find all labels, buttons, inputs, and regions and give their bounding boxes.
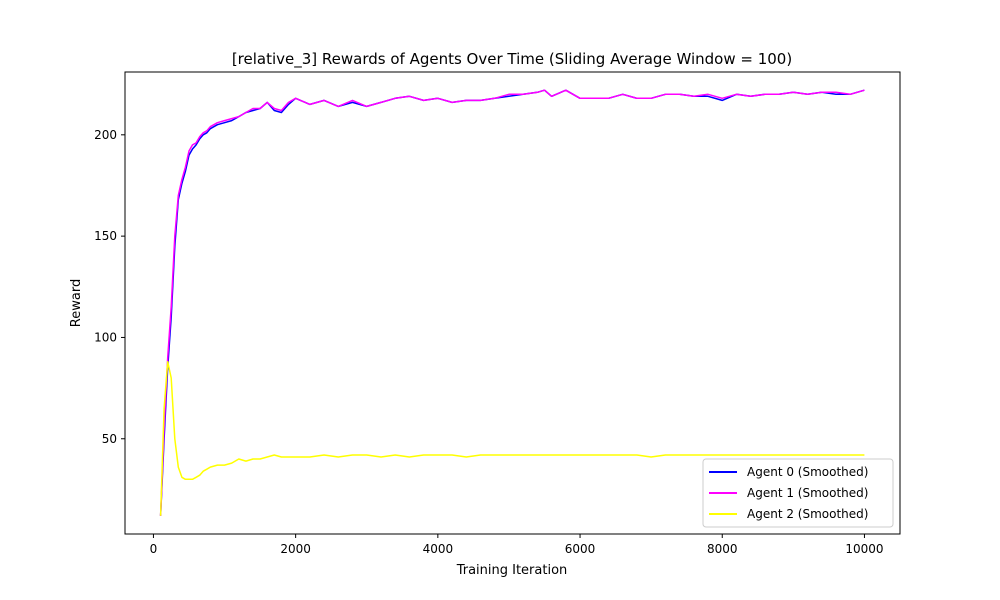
x-tick-label: 0 bbox=[150, 542, 158, 556]
chart-title: [relative_3] Rewards of Agents Over Time… bbox=[232, 50, 792, 69]
series-line-agent-1 bbox=[159, 89, 865, 516]
x-tick-label: 10000 bbox=[845, 542, 883, 556]
y-tick-label: 150 bbox=[94, 229, 117, 243]
axes-frame bbox=[124, 71, 901, 535]
x-tick-label: 6000 bbox=[565, 542, 596, 556]
legend-box bbox=[702, 458, 894, 528]
series-line-agent-0 bbox=[159, 89, 865, 516]
x-axis: 0 2000 4000 6000 8000 10000 bbox=[150, 534, 884, 556]
y-tick-label: 100 bbox=[94, 330, 117, 344]
plot-area bbox=[159, 89, 865, 516]
series-line-agent-2 bbox=[159, 361, 865, 516]
x-axis-label: Training Iteration bbox=[456, 563, 568, 578]
x-tick-label: 4000 bbox=[423, 542, 454, 556]
y-axis: 50 100 150 200 bbox=[94, 128, 125, 446]
y-axis-label: Reward bbox=[69, 279, 84, 327]
legend-label-agent-2: Agent 2 (Smoothed) bbox=[747, 507, 868, 521]
y-tick-label: 50 bbox=[102, 432, 117, 446]
legend-label-agent-1: Agent 1 (Smoothed) bbox=[747, 486, 868, 500]
legend-label-agent-0: Agent 0 (Smoothed) bbox=[747, 465, 868, 479]
y-tick-label: 200 bbox=[94, 128, 117, 142]
legend: Agent 0 (Smoothed) Agent 1 (Smoothed) Agen… bbox=[702, 458, 894, 528]
x-tick-label: 8000 bbox=[707, 542, 738, 556]
x-tick-label: 2000 bbox=[280, 542, 311, 556]
